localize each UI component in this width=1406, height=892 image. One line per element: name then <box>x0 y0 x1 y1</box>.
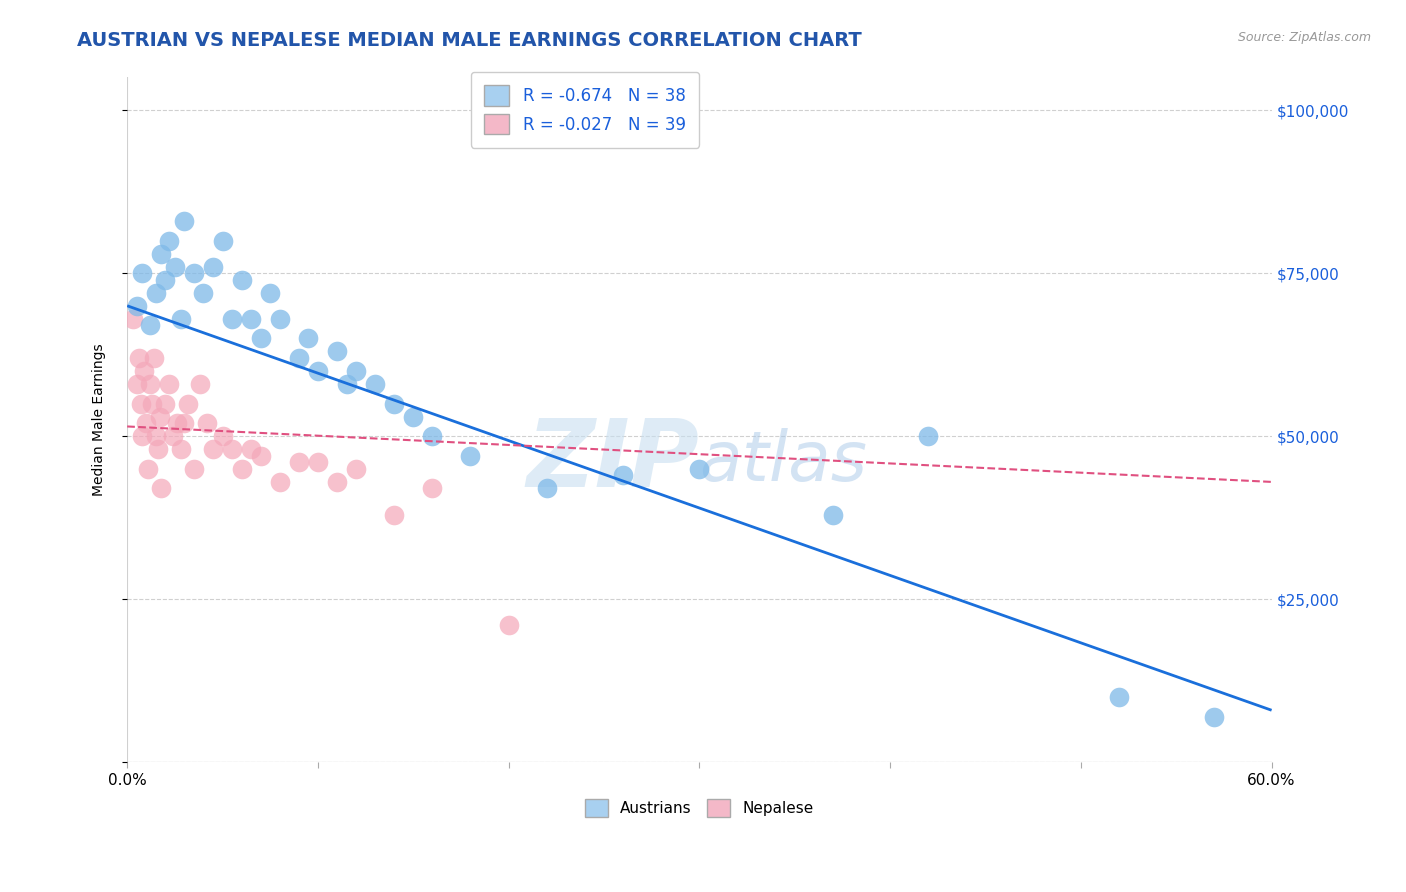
Point <box>169 311 191 326</box>
Point <box>382 508 405 522</box>
Point <box>460 449 482 463</box>
Point <box>141 396 163 410</box>
Point <box>129 396 152 410</box>
Point <box>146 442 169 457</box>
Point <box>145 285 167 300</box>
Point <box>420 429 443 443</box>
Point <box>211 429 233 443</box>
Point <box>344 364 367 378</box>
Point <box>183 462 205 476</box>
Point <box>166 416 188 430</box>
Point <box>288 351 311 365</box>
Legend: Austrians, Nepalese: Austrians, Nepalese <box>579 792 820 823</box>
Point <box>240 442 263 457</box>
Point <box>193 285 215 300</box>
Point <box>145 429 167 443</box>
Text: AUSTRIAN VS NEPALESE MEDIAN MALE EARNINGS CORRELATION CHART: AUSTRIAN VS NEPALESE MEDIAN MALE EARNING… <box>77 31 862 50</box>
Point <box>402 409 425 424</box>
Point <box>221 442 243 457</box>
Point <box>231 462 253 476</box>
Text: atlas: atlas <box>699 427 868 494</box>
Point <box>612 468 634 483</box>
Point <box>1108 690 1130 705</box>
Point <box>240 311 263 326</box>
Point <box>231 273 253 287</box>
Text: ZIP: ZIP <box>526 415 699 507</box>
Point <box>142 351 165 365</box>
Point <box>173 214 195 228</box>
Point <box>125 299 148 313</box>
Point <box>201 442 224 457</box>
Point <box>188 377 211 392</box>
Point <box>249 449 271 463</box>
Y-axis label: Median Male Earnings: Median Male Earnings <box>93 343 107 496</box>
Text: Source: ZipAtlas.com: Source: ZipAtlas.com <box>1237 31 1371 45</box>
Point <box>326 344 349 359</box>
Point <box>269 475 291 489</box>
Point <box>420 482 443 496</box>
Point <box>536 482 558 496</box>
Point <box>136 462 159 476</box>
Point <box>382 396 405 410</box>
Point <box>1204 710 1226 724</box>
Point <box>139 377 162 392</box>
Point <box>157 234 180 248</box>
Point <box>297 331 319 345</box>
Point <box>917 429 939 443</box>
Point <box>134 364 156 378</box>
Point <box>157 377 180 392</box>
Point <box>498 618 520 632</box>
Point <box>128 351 150 365</box>
Point <box>163 260 186 274</box>
Point <box>344 462 367 476</box>
Point <box>155 396 177 410</box>
Point <box>288 455 311 469</box>
Point <box>269 311 291 326</box>
Point <box>122 311 145 326</box>
Point <box>307 455 329 469</box>
Point <box>139 318 162 333</box>
Point <box>173 416 195 430</box>
Point <box>131 429 153 443</box>
Point <box>326 475 349 489</box>
Point <box>150 246 173 260</box>
Point <box>335 377 357 392</box>
Point <box>688 462 710 476</box>
Point <box>125 377 148 392</box>
Point <box>221 311 243 326</box>
Point <box>150 482 173 496</box>
Point <box>183 266 205 280</box>
Point <box>307 364 329 378</box>
Point <box>821 508 844 522</box>
Point <box>162 429 184 443</box>
Point <box>177 396 200 410</box>
Point <box>131 266 153 280</box>
Point <box>169 442 191 457</box>
Point <box>259 285 281 300</box>
Point <box>149 409 172 424</box>
Point <box>249 331 271 345</box>
Point <box>211 234 233 248</box>
Point <box>201 260 224 274</box>
Point <box>364 377 387 392</box>
Point <box>135 416 157 430</box>
Point <box>195 416 218 430</box>
Point <box>155 273 177 287</box>
